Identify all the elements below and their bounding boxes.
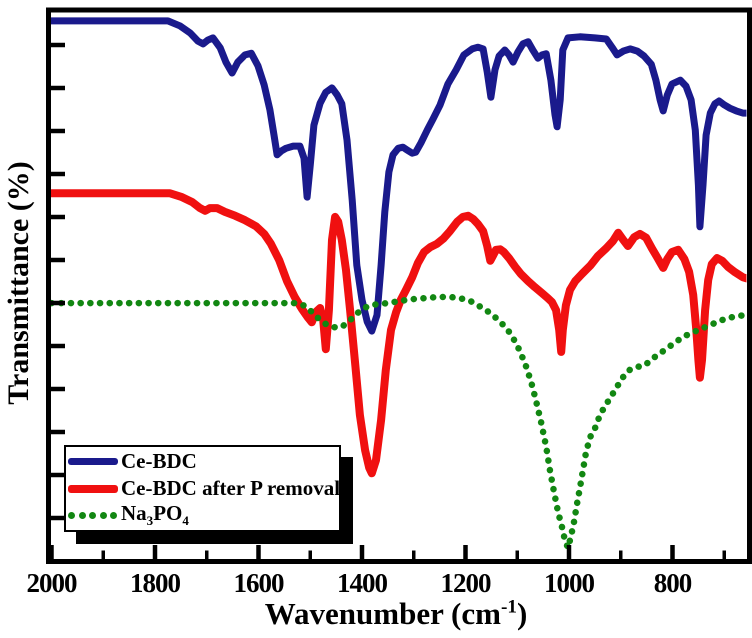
legend: Ce-BDC Ce-BDC after P removal Na3PO4	[64, 445, 341, 532]
x-axis-title: Wavenumber (cm-1)	[265, 596, 528, 632]
x-tick-label-1600: 1600	[233, 568, 285, 598]
na3po4-sub3: 3	[146, 513, 154, 529]
green-dot	[110, 512, 117, 519]
legend-label-na3po4: Na3PO4	[121, 501, 189, 529]
x-tick-label-800: 800	[653, 568, 692, 598]
green-dot	[68, 512, 75, 519]
x-tick-label-2000: 2000	[26, 568, 78, 598]
legend-item-ce-bdc-after-p-removal: Ce-BDC after P removal	[68, 475, 341, 502]
na3po4-po: PO	[153, 501, 183, 526]
x-tick-label-1800: 1800	[130, 568, 181, 598]
x-axis-title-superscript: -1	[500, 596, 517, 618]
y-axis-title: Transmittance (%)	[2, 161, 35, 405]
legend-label-ce-bdc-after-p-removal: Ce-BDC after P removal	[121, 476, 341, 500]
green-dot	[99, 512, 107, 519]
legend-swatch-ce-bdc	[68, 458, 118, 465]
green-dotted-sample	[68, 512, 117, 519]
red-line-sample	[68, 484, 118, 493]
na3po4-sub4: 4	[182, 513, 189, 529]
spectra-curves	[51, 17, 747, 552]
x-axis-title-suffix: )	[516, 596, 528, 631]
curve-ce-bdc-after-p-removal	[51, 189, 747, 478]
curve-ce-bdc	[51, 17, 747, 335]
green-dot	[89, 512, 96, 519]
legend-label-ce-bdc: Ce-BDC	[121, 449, 197, 473]
legend-item-na3po4: Na3PO4	[68, 501, 339, 529]
legend-swatch-ce-bdc-after-p-removal	[68, 484, 118, 493]
legend-item-ce-bdc: Ce-BDC	[68, 448, 339, 475]
axis-ticks	[49, 42, 726, 559]
legend-swatch-na3po4	[68, 512, 118, 519]
na3po4-text: Na	[121, 501, 147, 526]
green-dot	[78, 512, 86, 519]
x-tick-label-1000: 1000	[544, 568, 595, 598]
x-axis-title-text: Wavenumber (cm	[264, 596, 501, 631]
plot-frame	[46, 7, 752, 564]
blue-line-sample	[68, 458, 118, 465]
curve-na3po4	[51, 293, 747, 552]
x-tick-label-1400: 1400	[337, 568, 388, 598]
x-tick-label-1200: 1200	[440, 568, 492, 598]
